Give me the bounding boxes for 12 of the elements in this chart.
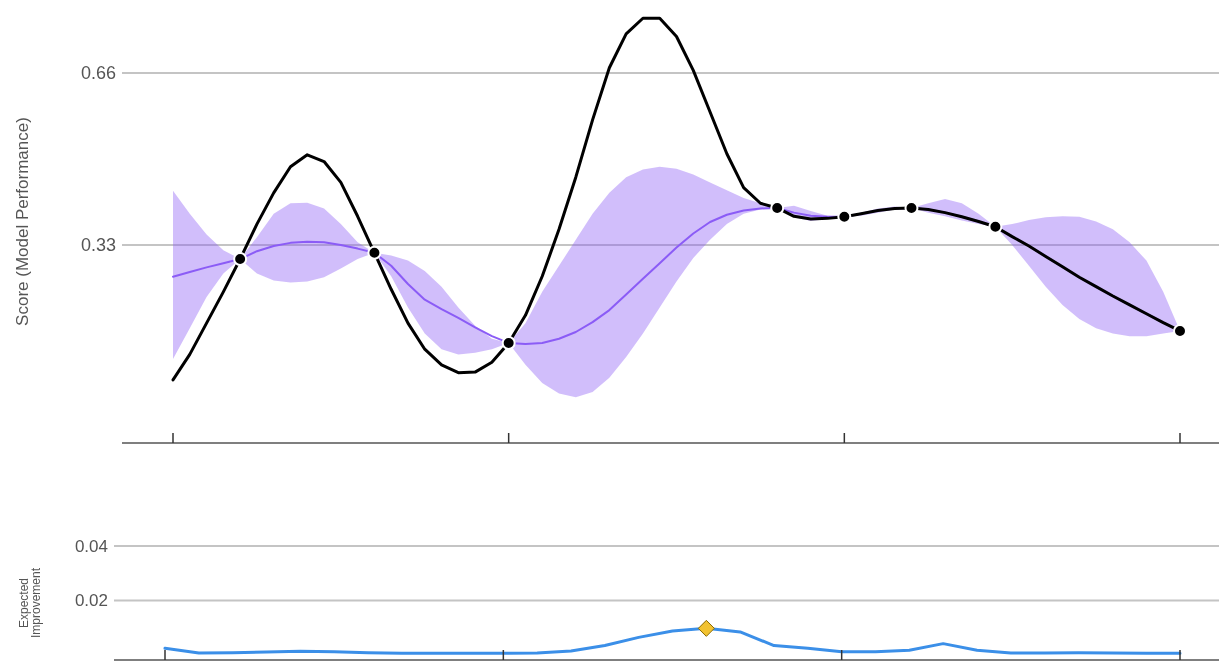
y-axis-title: Score (Model Performance) [13, 117, 32, 326]
point [367, 245, 382, 260]
y-tick-label: 0.04 [74, 536, 108, 556]
y-tick-label: 0.66 [80, 63, 116, 84]
y-tick-label: 0.33 [80, 235, 116, 256]
point [501, 335, 516, 350]
y-tick-label: 0.02 [74, 591, 108, 611]
point [233, 252, 248, 267]
point [988, 219, 1003, 234]
point [1173, 323, 1187, 338]
point [837, 209, 852, 224]
y-axis-title: Expected Improvement [16, 567, 43, 639]
